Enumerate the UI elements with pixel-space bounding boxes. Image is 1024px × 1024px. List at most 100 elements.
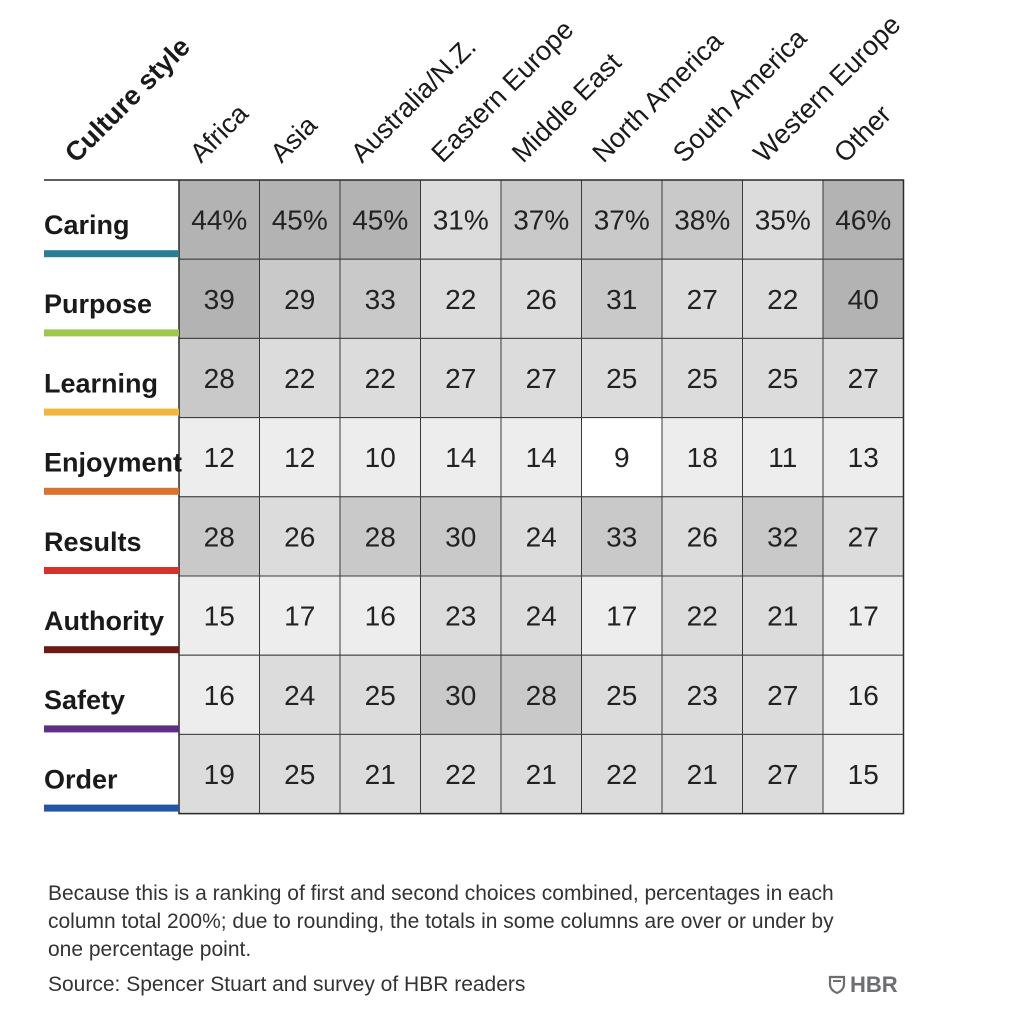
cell-2-5 xyxy=(581,337,663,419)
cell-value-1-2: 33 xyxy=(365,284,396,315)
cell-value-2-0: 28 xyxy=(204,363,235,394)
cell-5-6 xyxy=(661,575,743,656)
row-color-bar-authority xyxy=(44,646,179,654)
cell-value-5-4: 24 xyxy=(526,601,557,632)
cell-value-1-1: 29 xyxy=(284,284,315,315)
cell-4-4 xyxy=(500,496,582,577)
cell-6-6 xyxy=(661,654,743,735)
cell-value-4-4: 24 xyxy=(526,521,557,552)
cell-2-8 xyxy=(822,337,904,419)
cell-value-1-7: 22 xyxy=(767,284,798,315)
row-color-bar-caring xyxy=(44,250,179,258)
row-color-bar-safety xyxy=(44,725,179,733)
cell-value-1-3: 22 xyxy=(445,284,476,315)
cell-value-1-4: 26 xyxy=(526,284,557,315)
row-color-bar-results xyxy=(44,567,179,574)
cell-value-3-4: 14 xyxy=(526,442,557,473)
cell-0-0 xyxy=(178,179,260,260)
cell-6-2 xyxy=(339,654,421,735)
source-note: Source: Spencer Stuart and survey of HBR… xyxy=(48,973,526,996)
cell-value-4-5: 33 xyxy=(606,521,637,552)
cell-value-0-7: 35% xyxy=(755,205,811,236)
heatmap-chart: Culture style Africa Asia Australia/N.Z.Ea… xyxy=(44,9,906,815)
cell-value-6-6: 23 xyxy=(687,680,718,711)
cell-3-2 xyxy=(339,417,421,498)
cell-7-0 xyxy=(178,733,260,815)
cell-value-0-1: 45% xyxy=(272,205,328,236)
cell-value-3-6: 18 xyxy=(687,442,718,473)
row-label-enjoyment: Enjoyment xyxy=(44,448,182,478)
cell-value-1-0: 39 xyxy=(204,284,235,315)
cell-value-2-5: 25 xyxy=(606,363,637,394)
cell-value-5-2: 16 xyxy=(365,601,396,632)
cell-1-2 xyxy=(339,258,421,339)
cell-value-4-0: 28 xyxy=(204,521,235,552)
cell-value-5-1: 17 xyxy=(284,601,315,632)
cell-5-5 xyxy=(581,575,663,656)
cell-3-4 xyxy=(500,417,582,498)
cell-value-7-0: 19 xyxy=(204,759,235,790)
cell-value-2-6: 25 xyxy=(687,363,718,394)
cell-0-6 xyxy=(661,179,743,260)
corner-title: Culture style xyxy=(59,31,196,168)
cell-2-3 xyxy=(420,337,502,419)
cell-value-7-1: 25 xyxy=(284,759,315,790)
cell-value-5-6: 22 xyxy=(687,601,718,632)
cell-4-8 xyxy=(822,496,904,577)
row-color-bar-enjoyment xyxy=(44,487,179,495)
cell-value-6-4: 28 xyxy=(526,680,557,711)
cell-value-6-3: 30 xyxy=(445,680,476,711)
cell-1-0 xyxy=(178,258,260,339)
row-color-bar-order xyxy=(44,804,179,812)
cell-value-4-7: 32 xyxy=(767,521,798,552)
cell-value-3-5: 9 xyxy=(614,442,630,473)
cell-7-5 xyxy=(581,733,663,815)
cell-2-4 xyxy=(500,337,582,419)
row-label-order: Order xyxy=(44,764,118,794)
grid-border xyxy=(178,179,905,815)
cell-value-2-4: 27 xyxy=(526,363,557,394)
cell-value-0-6: 38% xyxy=(674,205,730,236)
cell-value-6-5: 25 xyxy=(606,680,637,711)
cell-4-0 xyxy=(178,496,260,577)
row-label-safety: Safety xyxy=(44,685,125,715)
row-label-learning: Learning xyxy=(44,368,158,398)
cell-4-3 xyxy=(420,496,502,577)
cell-value-0-3: 31% xyxy=(433,205,489,236)
shield-icon xyxy=(828,975,846,995)
logo-text: HBR xyxy=(850,972,898,997)
cell-value-6-8: 16 xyxy=(848,680,879,711)
cell-7-6 xyxy=(661,733,743,815)
cell-value-6-0: 16 xyxy=(204,680,235,711)
cell-1-8 xyxy=(822,258,904,339)
cell-4-1 xyxy=(259,496,341,577)
cell-7-4 xyxy=(500,733,582,815)
cell-4-7 xyxy=(742,496,824,577)
cell-value-7-3: 22 xyxy=(445,759,476,790)
cell-7-1 xyxy=(259,733,341,815)
cell-6-8 xyxy=(822,654,904,735)
row-label-caring: Caring xyxy=(44,210,130,240)
cell-value-3-7: 11 xyxy=(768,442,797,473)
cell-value-7-4: 21 xyxy=(526,759,557,790)
row-label-results: Results xyxy=(44,527,142,557)
cell-value-4-8: 27 xyxy=(848,521,879,552)
hbr-logo: HBR xyxy=(828,972,898,998)
cell-value-3-3: 14 xyxy=(445,442,476,473)
footnote: Because this is a ranking of first and s… xyxy=(48,882,834,961)
row-label-authority: Authority xyxy=(44,606,164,636)
cell-3-7 xyxy=(742,417,824,498)
cell-6-5 xyxy=(581,654,663,735)
column-header-3: Eastern Europe xyxy=(426,14,580,168)
cell-value-6-2: 25 xyxy=(365,680,396,711)
cell-value-0-8: 46% xyxy=(835,205,891,236)
cell-value-3-0: 12 xyxy=(204,442,235,473)
cell-value-5-8: 17 xyxy=(848,601,879,632)
cell-value-2-7: 25 xyxy=(767,363,798,394)
cell-5-2 xyxy=(339,575,421,656)
cell-value-1-5: 31 xyxy=(606,284,637,315)
cell-2-7 xyxy=(742,337,824,419)
column-headers: Africa Asia Australia/N.Z.Eastern EuropeMi… xyxy=(184,9,906,168)
cell-value-0-4: 37% xyxy=(513,205,569,236)
cell-6-0 xyxy=(178,654,260,735)
